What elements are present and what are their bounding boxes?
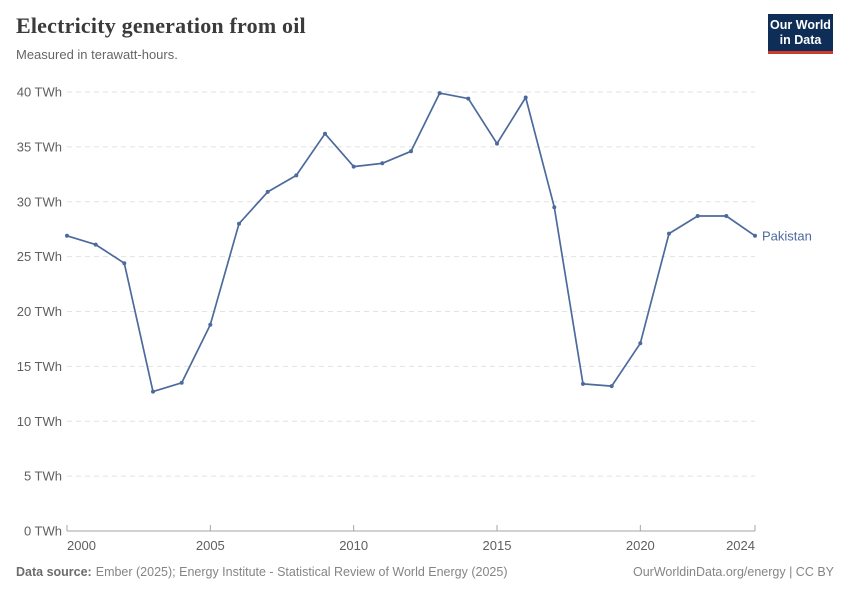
data-point[interactable] <box>581 381 585 386</box>
data-point[interactable] <box>667 231 671 236</box>
y-tick-label: 10 TWh <box>17 414 62 429</box>
series-line[interactable] <box>66 92 756 393</box>
data-point[interactable] <box>208 322 213 327</box>
data-point[interactable] <box>380 161 385 166</box>
x-tick-label: 2020 <box>626 538 655 553</box>
data-point[interactable] <box>753 233 757 238</box>
data-point[interactable] <box>724 214 729 218</box>
data-point[interactable] <box>351 164 356 169</box>
chart-title: Electricity generation from oil <box>16 13 306 38</box>
x-tick-label: 2005 <box>196 538 225 553</box>
data-point[interactable] <box>409 149 413 154</box>
x-tick-label: 2010 <box>339 538 368 553</box>
data-point[interactable] <box>638 341 643 346</box>
data-point[interactable] <box>495 141 499 146</box>
y-tick-label: 35 TWh <box>17 139 62 154</box>
y-tick-label: 25 TWh <box>17 249 62 264</box>
data-point[interactable] <box>294 173 299 178</box>
data-point[interactable] <box>437 91 442 96</box>
credit-link[interactable]: OurWorldinData.org/energy | CC BY <box>632 565 834 579</box>
y-tick-label: 30 TWh <box>17 194 62 209</box>
data-point[interactable] <box>65 233 69 238</box>
data-point[interactable] <box>179 380 184 385</box>
data-point[interactable] <box>552 205 557 210</box>
chart-subtitle: Measured in terawatt-hours. <box>16 47 178 62</box>
data-source-note: Data source: Ember (2025); Energy Institu… <box>16 565 507 579</box>
chart-footer: Data source: Ember (2025); Energy Institu… <box>16 565 834 579</box>
y-tick-label: 40 TWh <box>17 85 62 100</box>
owid-logo[interactable]: Our World in Data <box>768 14 833 54</box>
data-point[interactable] <box>609 384 614 389</box>
x-tick-label: 2000 <box>67 538 96 553</box>
chart-header: Electricity generation from oil Measured… <box>16 12 306 62</box>
data-source-text: Ember (2025); Energy Institute - Statist… <box>95 565 508 579</box>
data-point[interactable] <box>695 214 700 218</box>
data-point[interactable] <box>466 96 471 101</box>
data-point[interactable] <box>237 221 241 226</box>
data-point[interactable] <box>93 242 98 247</box>
owid-logo-line2: in Data <box>779 33 822 47</box>
data-point[interactable] <box>523 95 528 100</box>
x-tick-label: 2024 <box>726 538 755 553</box>
data-point[interactable] <box>122 261 127 266</box>
series-end-label[interactable]: Pakistan <box>762 228 812 243</box>
y-tick-label: 0 TWh <box>24 524 62 539</box>
x-tick-label: 2015 <box>483 538 512 553</box>
data-point[interactable] <box>265 189 270 194</box>
y-tick-label: 20 TWh <box>17 304 62 319</box>
y-tick-label: 5 TWh <box>24 469 62 484</box>
data-point[interactable] <box>323 131 327 136</box>
data-source-label: Data source: <box>16 565 92 579</box>
y-tick-label: 15 TWh <box>17 359 62 374</box>
data-point[interactable] <box>151 389 155 394</box>
owid-logo-line1: Our World <box>770 18 831 32</box>
